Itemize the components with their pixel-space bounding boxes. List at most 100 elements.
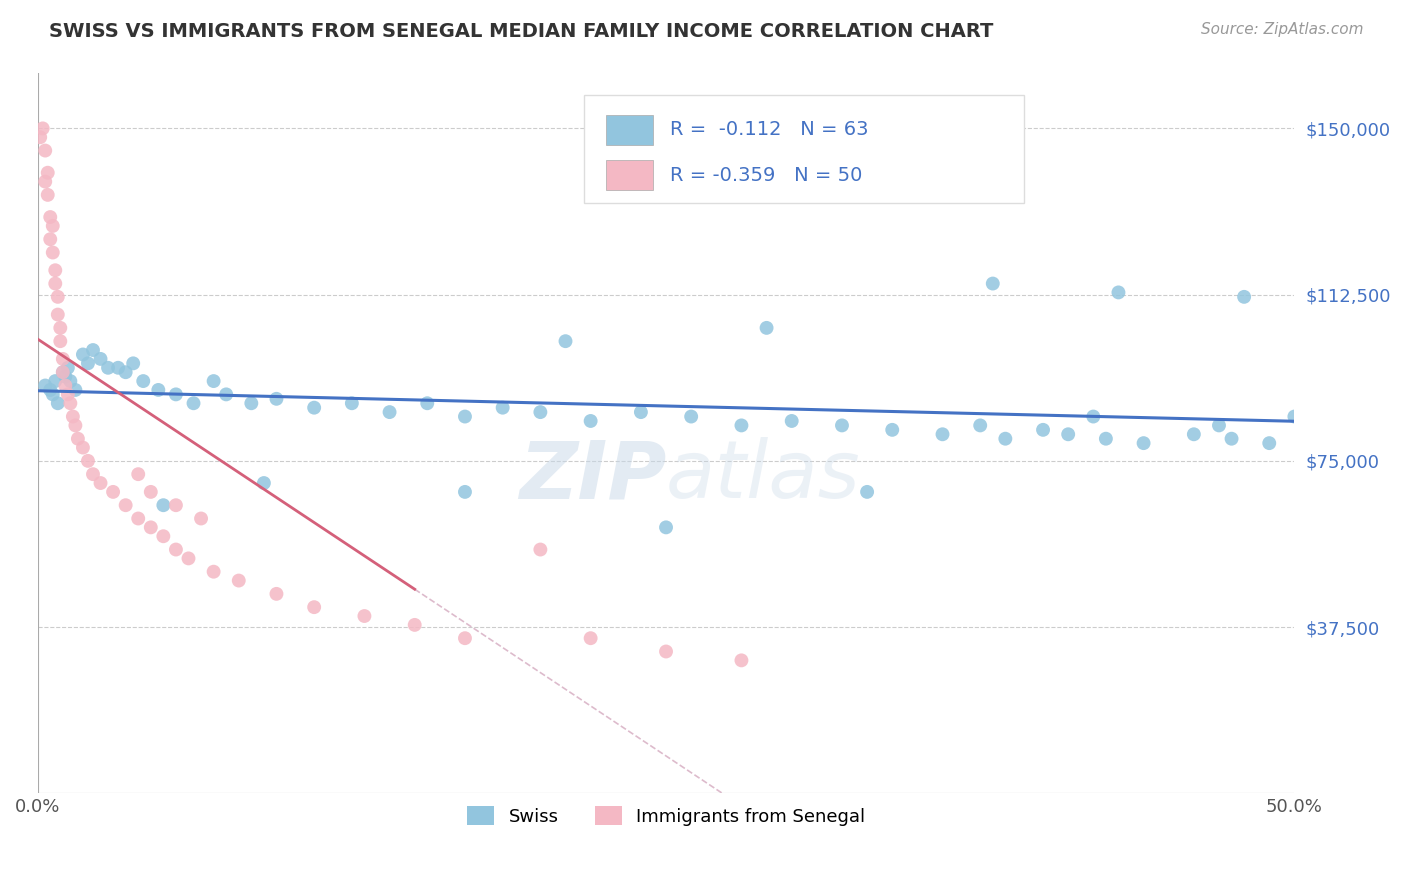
Point — [44, 277, 66, 291]
Point — [755, 321, 778, 335]
Point — [34, 175, 56, 189]
Point — [59, 374, 82, 388]
Point — [931, 427, 953, 442]
Point — [215, 387, 238, 401]
Text: Source: ZipAtlas.com: Source: ZipAtlas.com — [1201, 22, 1364, 37]
Point — [730, 418, 752, 433]
Point — [1258, 436, 1281, 450]
Point — [72, 347, 94, 361]
Point — [66, 432, 89, 446]
Point — [114, 498, 136, 512]
Point — [655, 520, 678, 534]
Point — [37, 166, 59, 180]
Point — [72, 441, 94, 455]
Text: R = -0.359   N = 50: R = -0.359 N = 50 — [669, 167, 862, 186]
Point — [56, 387, 79, 401]
Point — [416, 396, 439, 410]
Point — [253, 476, 276, 491]
Point — [127, 467, 149, 482]
Point — [1182, 427, 1205, 442]
FancyBboxPatch shape — [606, 161, 654, 190]
Point — [579, 631, 602, 645]
Point — [994, 432, 1017, 446]
Point — [554, 334, 576, 348]
Point — [856, 484, 879, 499]
Point — [77, 356, 100, 370]
Point — [139, 484, 162, 499]
Point — [1233, 290, 1256, 304]
Point — [148, 383, 170, 397]
Point — [981, 277, 1004, 291]
Point — [65, 383, 87, 397]
Point — [37, 187, 59, 202]
Point — [44, 263, 66, 277]
Point — [228, 574, 250, 588]
Point — [52, 365, 75, 379]
Point — [62, 409, 84, 424]
Point — [89, 476, 111, 491]
Point — [454, 631, 477, 645]
Legend: Swiss, Immigrants from Senegal: Swiss, Immigrants from Senegal — [458, 797, 875, 835]
Point — [42, 219, 65, 233]
FancyBboxPatch shape — [606, 115, 654, 145]
Point — [101, 484, 124, 499]
Point — [127, 511, 149, 525]
Point — [34, 144, 56, 158]
Point — [404, 618, 426, 632]
Point — [46, 290, 69, 304]
Point — [44, 374, 66, 388]
Point — [831, 418, 853, 433]
Point — [52, 365, 75, 379]
Point — [681, 409, 703, 424]
Point — [139, 520, 162, 534]
Point — [378, 405, 401, 419]
Point — [302, 401, 325, 415]
Point — [454, 409, 477, 424]
Point — [30, 130, 52, 145]
Point — [165, 498, 187, 512]
Point — [302, 600, 325, 615]
Point — [177, 551, 200, 566]
Point — [31, 121, 53, 136]
Point — [49, 334, 72, 348]
Point — [1132, 436, 1154, 450]
Point — [42, 387, 65, 401]
Point — [1284, 409, 1306, 424]
Text: ZIP: ZIP — [519, 437, 666, 516]
Point — [56, 360, 79, 375]
Point — [340, 396, 363, 410]
Point — [630, 405, 652, 419]
Text: SWISS VS IMMIGRANTS FROM SENEGAL MEDIAN FAMILY INCOME CORRELATION CHART: SWISS VS IMMIGRANTS FROM SENEGAL MEDIAN … — [49, 22, 994, 41]
Text: atlas: atlas — [666, 437, 860, 516]
Point — [454, 484, 477, 499]
Point — [46, 396, 69, 410]
Point — [529, 405, 551, 419]
Point — [39, 210, 62, 224]
FancyBboxPatch shape — [585, 95, 1024, 202]
Point — [730, 653, 752, 667]
Point — [89, 351, 111, 366]
Point — [49, 321, 72, 335]
Point — [77, 454, 100, 468]
Point — [152, 529, 174, 543]
Point — [97, 360, 120, 375]
Point — [1107, 285, 1129, 300]
Point — [353, 609, 375, 624]
Point — [202, 374, 225, 388]
Point — [202, 565, 225, 579]
Point — [52, 351, 75, 366]
Point — [579, 414, 602, 428]
Point — [1083, 409, 1105, 424]
Point — [132, 374, 155, 388]
Point — [42, 245, 65, 260]
Point — [152, 498, 174, 512]
Point — [266, 392, 288, 406]
Point — [882, 423, 904, 437]
Point — [780, 414, 803, 428]
Point — [492, 401, 515, 415]
Point — [655, 644, 678, 658]
Point — [1032, 423, 1054, 437]
Point — [82, 343, 104, 357]
Point — [46, 308, 69, 322]
Point — [190, 511, 212, 525]
